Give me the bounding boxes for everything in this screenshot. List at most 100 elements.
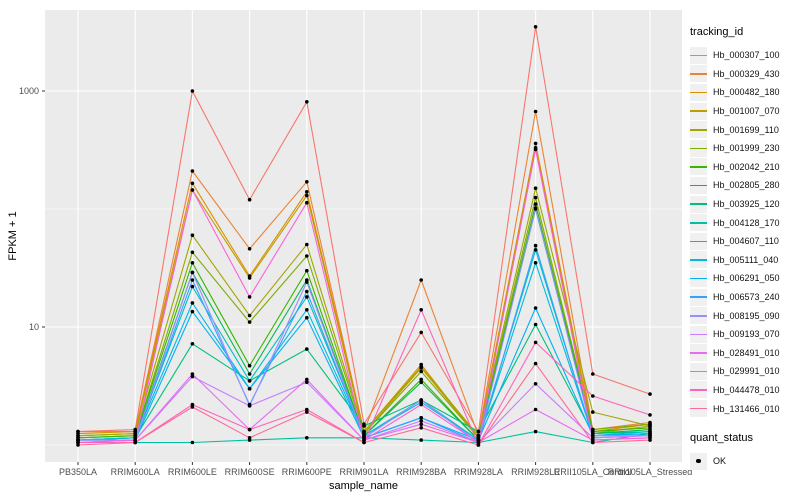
data-point [305,268,309,273]
data-point [190,342,195,346]
data-point [190,284,195,289]
data-point [419,365,424,369]
legend-color-key-icon [690,195,707,213]
data-point [76,440,80,445]
legend-label: Hb_000307_100 [713,50,780,61]
data-point [533,243,538,248]
data-point [419,308,424,312]
data-point [305,254,309,258]
data-point [533,361,538,366]
data-point [305,347,309,351]
x-tick-label: RRIM600LE [168,467,217,477]
data-point [591,394,595,398]
legend-label: Hb_000482_180 [713,87,780,98]
legend-color-key-icon [690,139,707,157]
legend-label: Hb_001007_070 [713,106,780,117]
data-point [305,308,309,312]
legend-color-key-icon [690,251,707,269]
legend-label: Hb_008195_090 [713,310,780,321]
legend-color-key-icon [690,381,707,399]
data-point [247,379,252,383]
legend-label: Hb_005111_040 [713,254,779,265]
data-point [533,322,538,327]
data-point [362,424,366,428]
data-point [591,440,595,445]
data-point [190,374,195,379]
data-point [591,410,595,414]
legend-color-key-icon [690,344,707,362]
data-point [533,206,538,210]
legend-color-key-icon [690,158,707,176]
data-point [247,427,252,432]
legend-label: Hb_002042_210 [713,161,780,172]
legend-label: Hb_004128_170 [713,217,780,228]
data-point [533,141,538,146]
data-point [648,392,652,396]
data-point [419,377,424,382]
data-point [190,270,195,275]
data-point [305,407,309,412]
data-point [419,398,424,402]
data-point [190,405,195,409]
x-axis-title: sample_name [329,480,398,492]
legend-items-list: Hb_000307_100 Hb_000329_430 Hb_000482_180 H… [690,46,798,418]
legend-label: Hb_006573_240 [713,292,780,303]
data-point [533,407,538,412]
legend-item-Hb_028491_010: Hb_028491_010 [690,344,798,363]
legend-item-Hb_001007_070: Hb_001007_070 [690,102,798,121]
legend-color-key-icon [690,176,707,194]
data-point [648,438,652,442]
data-point [305,289,309,294]
legend-item-quant-ok: OK [690,452,798,471]
data-point [419,426,424,430]
legend-label: Hb_131466_010 [713,403,780,414]
data-point [419,419,424,423]
legend-color-key-icon [690,232,707,250]
data-point [419,416,424,420]
data-point [419,380,424,385]
chart-legend: tracking_id Hb_000307_100 Hb_000329_430 Hb… [690,26,798,470]
data-point [305,377,309,382]
data-point [190,309,195,314]
legend-label: Hb_000329_430 [713,68,780,79]
data-point [648,422,652,427]
data-point [533,382,538,386]
legend-item-Hb_004607_110: Hb_004607_110 [690,232,798,251]
data-point [305,200,309,205]
data-point [133,440,137,445]
data-point [247,247,252,251]
legend-label: Hb_009193_070 [713,329,780,340]
y-tick-label: 1000 [19,86,39,96]
legend-color-key-icon [690,121,707,139]
data-point [533,109,538,114]
legend-item-Hb_000482_180: Hb_000482_180 [690,83,798,102]
legend-item-Hb_006573_240: Hb_006573_240 [690,288,798,307]
data-point [419,402,424,407]
data-point [305,193,309,198]
data-point [247,276,252,280]
y-axis-title: FPKM + 1 [7,211,19,260]
x-tick-label: RRIM901LA [339,467,388,477]
legend-color-key-icon [690,83,707,101]
data-point [247,386,252,391]
legend-color-key-icon [690,307,707,325]
data-point [533,261,538,265]
legend-item-Hb_001999_230: Hb_001999_230 [690,139,798,158]
legend-item-Hb_009193_070: Hb_009193_070 [690,325,798,344]
legend-title-tracking-id: tracking_id [690,26,744,38]
data-point [476,443,481,447]
data-point [247,313,252,318]
quant-ok-point-icon [690,452,707,470]
data-point [190,188,195,192]
x-tick-label: RRII105LA_Control [554,467,632,477]
legend-item-Hb_002805_280: Hb_002805_280 [690,176,798,195]
data-point [305,180,309,184]
data-point [419,422,424,427]
x-tick-label: RRIM600SE [225,467,275,477]
x-tick-label: RRII105LA_Stressed [608,467,693,477]
data-point [190,250,195,255]
data-point [476,429,481,434]
legend-title-quant-status: quant_status [690,431,753,444]
data-point [190,301,195,305]
data-point [247,320,252,324]
